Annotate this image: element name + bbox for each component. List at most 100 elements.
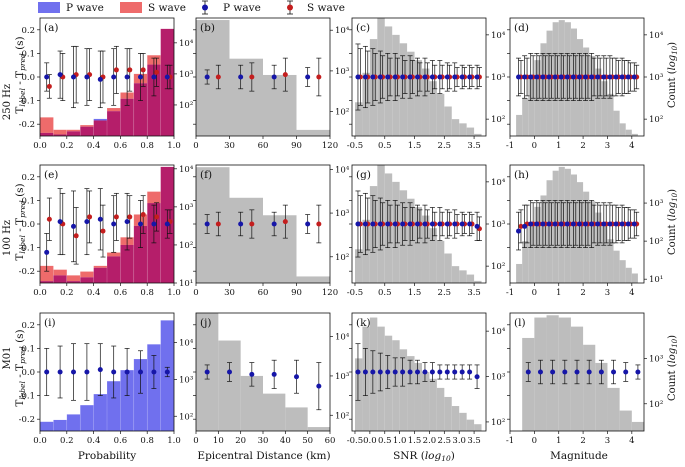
x-tick-label: 1 (556, 141, 561, 151)
x-tick-label: 30 (224, 288, 235, 298)
hist-bar (619, 260, 626, 283)
y-tick-label: -0.2 (19, 120, 35, 130)
p-point (540, 74, 546, 80)
p-point (570, 74, 576, 80)
s-hist-bar (40, 117, 54, 133)
hist-bar (218, 340, 241, 431)
right-tick-label: 10⁴ (179, 339, 194, 349)
hist-bar (595, 68, 602, 136)
hist-bar (414, 60, 422, 137)
overlap-hist-bar (120, 244, 134, 283)
hist-bar (362, 72, 370, 136)
p-point (595, 74, 601, 80)
p-point (525, 369, 531, 375)
right-tick-label: 10² (335, 253, 349, 263)
hist-bar (625, 267, 632, 283)
s-point (518, 223, 524, 229)
hist-bar (384, 26, 393, 136)
p-point (574, 369, 580, 375)
panels: 0.0 0.2 0.4 0.6 0.8 1.0-0.2-0.10.00.10.210²10… (19, 17, 664, 446)
hist-bar (516, 263, 523, 283)
right-tick-label: 10⁴ (179, 39, 194, 49)
p-hist-bar (53, 419, 67, 431)
x-tick-label: 10 (213, 436, 224, 446)
hist-bar (296, 276, 330, 283)
right-tick-label: 10³ (649, 199, 663, 209)
xlabel-snr: SNR (log10) (393, 450, 455, 463)
x-tick-label: 60 (325, 436, 336, 446)
hist-bar (263, 74, 297, 136)
hist-bar (577, 182, 584, 283)
right-tick-label: 10² (179, 241, 193, 251)
overlap-hist-bar (107, 111, 121, 136)
svg-text:Tlabel - Tpred (s): Tlabel - Tpred (s) (14, 183, 27, 260)
hist-bar (613, 110, 620, 136)
p-point (151, 221, 157, 227)
x-tick-label: 2 (580, 288, 585, 298)
legend-s-err-label: S wave (307, 2, 345, 14)
x-tick-label: 1.5 (408, 288, 422, 298)
panel-letter: (i) (44, 317, 56, 329)
x-tick-label: 20 (235, 436, 246, 446)
hist-bar (392, 181, 400, 283)
p-point (164, 74, 170, 80)
hist-bar (369, 39, 378, 137)
p-point (97, 367, 103, 373)
legend: P wave S wave P wave S wave (38, 0, 345, 15)
p-point (294, 374, 299, 380)
p-hist-bar (107, 381, 121, 431)
x-tick-label: 0 (532, 436, 537, 446)
s-point (46, 83, 52, 89)
p-point (415, 74, 421, 80)
hist-bar (522, 337, 535, 431)
s-point (87, 214, 93, 220)
right-tick-label: 10² (491, 115, 505, 125)
hist-bar (377, 326, 385, 431)
p-point (570, 221, 576, 227)
p-point (124, 74, 130, 80)
s-hist-bar (107, 252, 121, 257)
p-point (377, 221, 383, 227)
overlap-hist-bar (133, 225, 148, 283)
p-point (138, 369, 143, 375)
ylabel-left-row2: Tlabel - Tpred (s) (14, 329, 27, 406)
p-point (516, 74, 522, 80)
p-point (613, 74, 619, 80)
hist-bar (196, 167, 230, 283)
x-tick-label: 4 (629, 288, 634, 298)
hist-bar (436, 240, 445, 283)
p-point (385, 369, 391, 375)
x-tick-label: 0.6 (114, 288, 128, 298)
s-hist-bar (66, 129, 81, 132)
hist-bar (577, 39, 584, 137)
s-point (316, 221, 322, 227)
svg-text:Count (log10): Count (log10) (667, 335, 679, 401)
hist-bar (595, 212, 602, 283)
legend-s-err-marker (287, 0, 293, 15)
right-tick-label: 10⁴ (491, 327, 506, 337)
hist-bar (625, 129, 632, 136)
y-tick-label: -0.1 (19, 97, 35, 107)
right-tick-label: 10² (491, 262, 505, 272)
p-point (57, 72, 63, 78)
hist-bar (362, 326, 370, 431)
hist-bar (285, 407, 308, 431)
x-tick-label: 0 (193, 141, 198, 151)
p-hist-bar (120, 370, 134, 431)
hist-bar (595, 362, 608, 431)
p-point (625, 74, 631, 80)
p-point (377, 74, 383, 80)
hist-bar (552, 170, 559, 283)
s-hist-bar (66, 275, 81, 282)
p-point (459, 369, 465, 375)
p-point (558, 221, 564, 227)
hist-bar (528, 77, 535, 136)
x-tick-label: 3 (605, 141, 610, 151)
x-tick-label: 90 (291, 141, 302, 151)
overlap-hist-bar (93, 267, 107, 283)
hist-bar (459, 123, 467, 136)
panel-d: -1 0 1 2 3 4 10² 10³ 10⁴ (d) (506, 17, 664, 151)
hist-bar (466, 419, 475, 431)
x-tick-label: 120 (322, 141, 338, 151)
